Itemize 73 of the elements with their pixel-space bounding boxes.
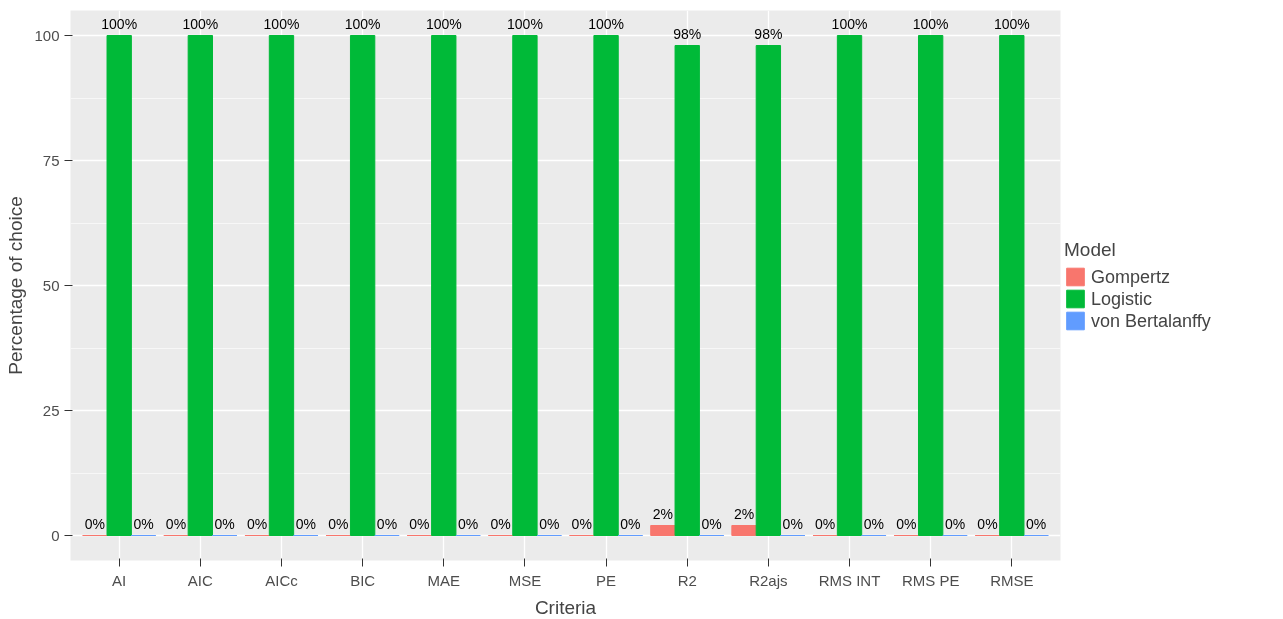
y-axis-title: Percentage of choice — [5, 196, 27, 375]
x-tick-label: R2 — [677, 571, 697, 589]
bar — [674, 45, 700, 536]
x-tick-label: MAE — [427, 571, 461, 589]
data-label: 0% — [977, 515, 998, 532]
data-label: 0% — [1026, 515, 1047, 532]
data-label: 98% — [754, 25, 783, 42]
bar — [836, 35, 863, 536]
y-tick-label: 75 — [42, 151, 60, 169]
data-label: 100% — [507, 15, 543, 32]
legend-label: Logistic — [1091, 288, 1153, 309]
y-tick-label: 100 — [34, 26, 60, 44]
data-label: 100% — [101, 15, 138, 32]
bar — [512, 35, 538, 536]
bar — [106, 35, 132, 536]
x-tick-label: RMS PE — [901, 571, 960, 589]
data-label: 100% — [912, 15, 949, 32]
data-label: 0% — [863, 515, 884, 532]
x-tick-label: MSE — [508, 571, 542, 589]
bar — [593, 35, 619, 536]
bar — [731, 525, 757, 536]
data-label: 0% — [328, 515, 349, 532]
data-label: 0% — [295, 515, 316, 532]
bar — [999, 35, 1025, 536]
bar — [349, 35, 376, 536]
data-label: 98% — [673, 25, 702, 42]
data-label: 0% — [133, 515, 154, 532]
legend-label: Gompertz — [1091, 266, 1171, 287]
x-tick-label: PE — [596, 571, 617, 589]
data-label: 100% — [344, 15, 381, 32]
data-label: 100% — [993, 15, 1030, 32]
bar — [431, 35, 457, 536]
data-label: 100% — [425, 15, 462, 32]
data-label: 100% — [588, 15, 624, 32]
data-label: 0% — [214, 515, 235, 532]
x-tick-label: R2ajs — [749, 571, 788, 589]
data-label: 0% — [539, 515, 560, 532]
data-label: 0% — [701, 515, 722, 532]
data-label: 0% — [165, 515, 187, 532]
x-tick-label: BIC — [350, 571, 376, 589]
y-tick-label: 25 — [42, 401, 60, 419]
y-tick-label: 0 — [51, 526, 60, 544]
bar — [917, 35, 944, 536]
data-label: 2% — [652, 505, 673, 522]
x-tick-label: AIC — [187, 571, 214, 589]
data-label: 100% — [182, 15, 219, 32]
x-tick-label: RMSE — [990, 571, 1034, 589]
bar — [650, 525, 676, 536]
data-label: 0% — [409, 515, 430, 532]
data-label: 2% — [733, 505, 755, 522]
data-label: 0% — [944, 515, 966, 532]
bar — [755, 45, 782, 536]
data-label: 0% — [458, 515, 479, 532]
bar — [187, 35, 214, 536]
x-tick-label: AICc — [265, 571, 299, 589]
data-label: 100% — [263, 15, 300, 32]
data-label: 0% — [815, 515, 836, 532]
bar — [268, 35, 295, 536]
data-label: 0% — [896, 515, 917, 532]
data-label: 0% — [620, 515, 641, 532]
data-label: 0% — [376, 515, 398, 532]
y-tick-label: 50 — [42, 276, 60, 294]
x-tick-label: AI — [112, 571, 127, 589]
data-label: 0% — [247, 515, 268, 532]
data-label: 0% — [571, 515, 592, 532]
x-tick-label: RMS INT — [818, 571, 881, 589]
data-label: 0% — [782, 515, 803, 532]
x-axis-title: Criteria — [534, 596, 597, 618]
data-label: 0% — [490, 515, 511, 532]
legend-title: Model — [1064, 238, 1117, 261]
data-label: 0% — [84, 515, 105, 532]
data-label: 100% — [831, 15, 868, 32]
legend-label: von Bertalanffy — [1091, 310, 1211, 331]
